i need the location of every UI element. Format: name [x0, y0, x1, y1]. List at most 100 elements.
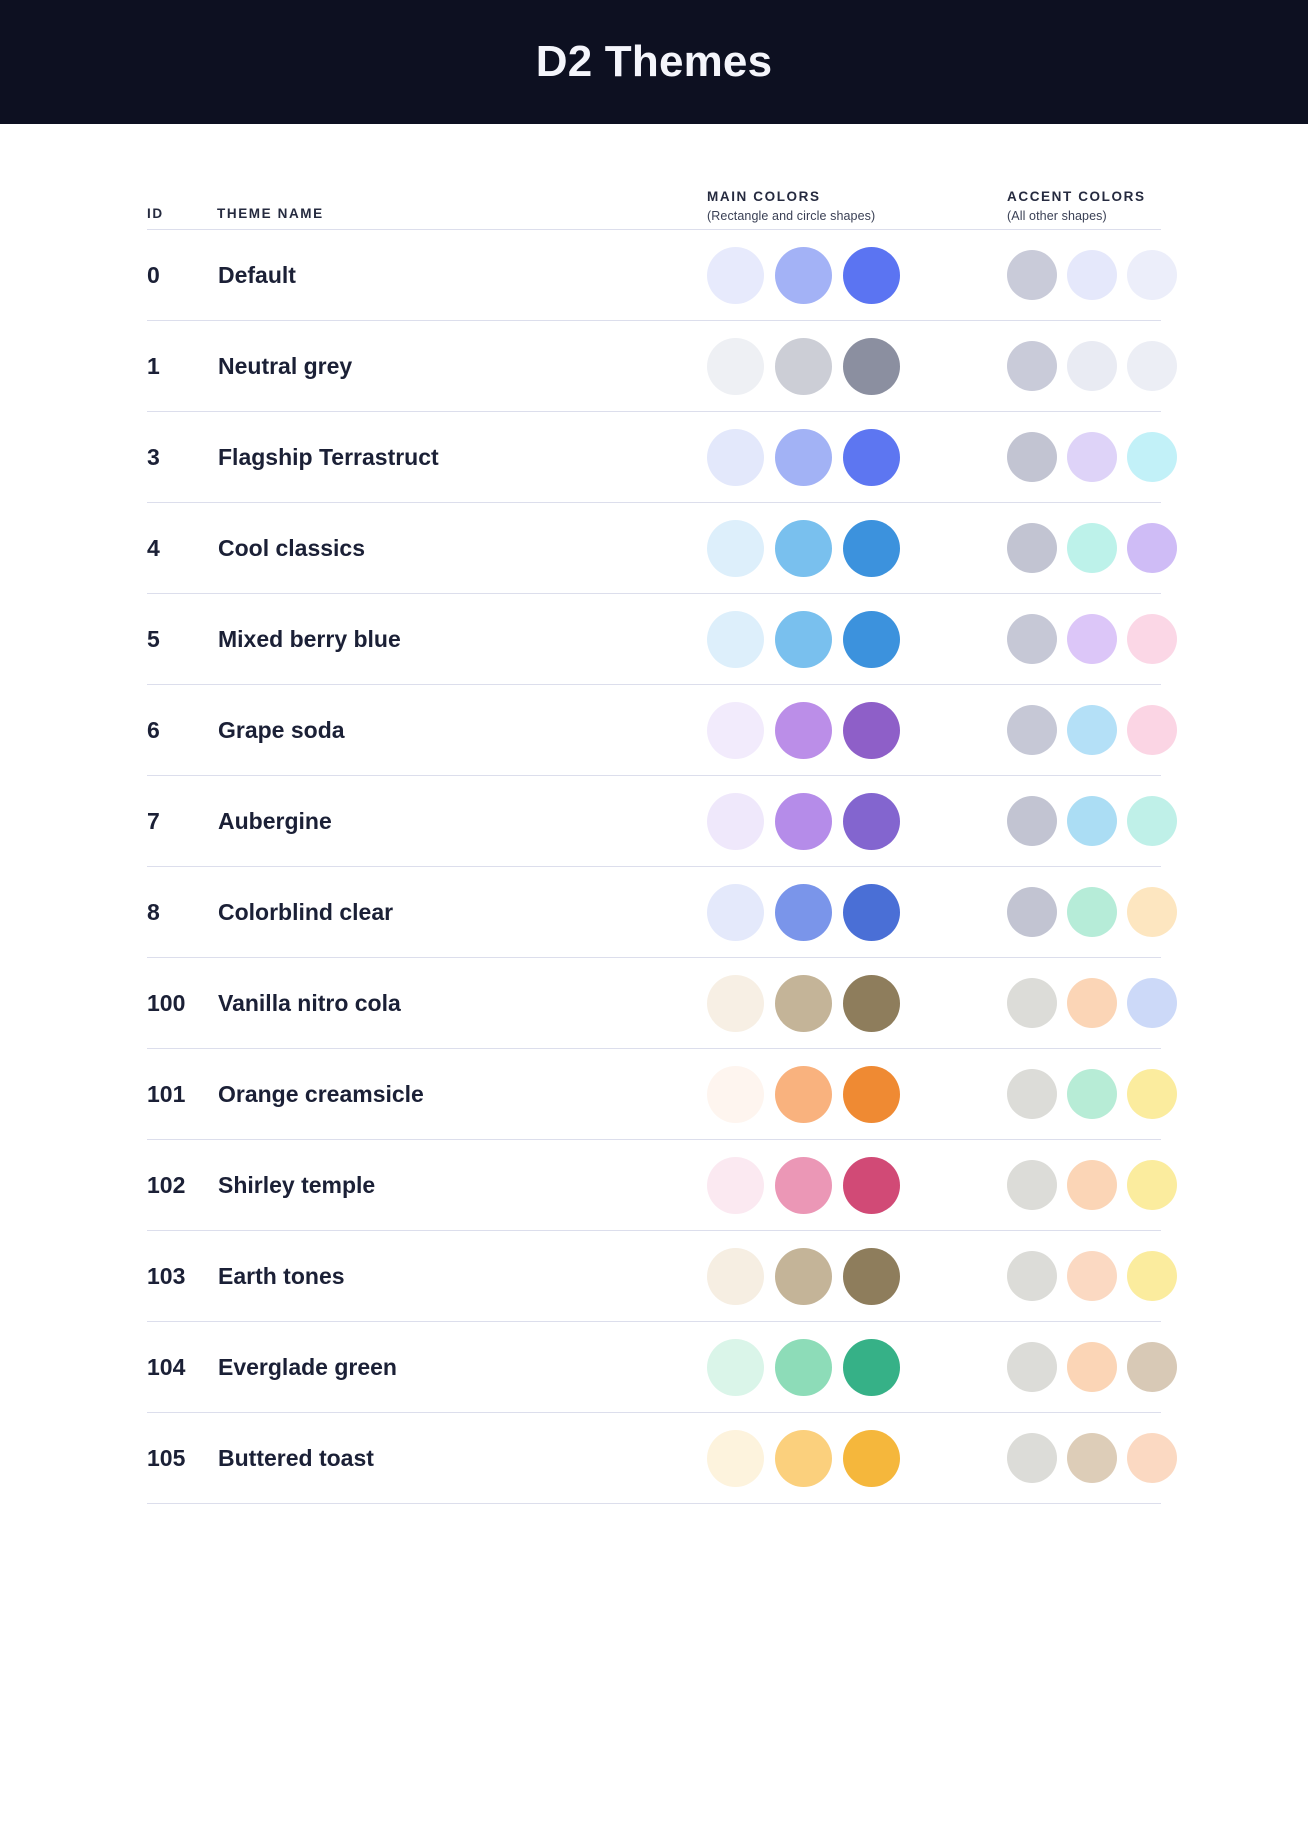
main-colors-cell	[707, 246, 1007, 304]
theme-name: Cool classics	[218, 534, 366, 561]
accent-color-swatch-1	[1007, 1433, 1057, 1483]
accent-color-swatches	[1007, 341, 1177, 391]
main-colors-cell	[707, 428, 1007, 486]
accent-color-swatch-1	[1007, 1342, 1057, 1392]
main-color-swatch-2	[775, 792, 832, 850]
theme-name: Vanilla nitro cola	[218, 989, 401, 1016]
theme-name: Shirley temple	[218, 1171, 376, 1198]
main-color-swatch-2	[775, 337, 832, 395]
theme-name: Colorblind clear	[218, 898, 394, 925]
accent-colors-cell	[1007, 1251, 1177, 1301]
main-color-swatches	[707, 1338, 1007, 1396]
table-header-row: ID THEME NAME MAIN COLORS (Rectangle and…	[147, 174, 1161, 230]
table-row[interactable]: 100 Vanilla nitro cola	[147, 958, 1177, 1049]
accent-color-swatch-2	[1067, 1160, 1117, 1210]
column-header-accent-colors-sublabel: (All other shapes)	[1007, 209, 1107, 223]
accent-color-swatch-3	[1127, 1433, 1177, 1483]
accent-color-swatch-3	[1127, 432, 1177, 482]
main-color-swatch-3	[843, 1429, 900, 1487]
main-color-swatch-1	[707, 883, 764, 941]
accent-color-swatch-3	[1127, 705, 1177, 755]
table-row[interactable]: 102 Shirley temple	[147, 1140, 1177, 1231]
table-row[interactable]: 103 Earth tones	[147, 1231, 1177, 1322]
main-color-swatch-3	[843, 792, 900, 850]
table-row[interactable]: 7 Aubergine	[147, 776, 1177, 867]
main-color-swatch-2	[775, 610, 832, 668]
accent-color-swatch-2	[1067, 250, 1117, 300]
main-colors-cell	[707, 1429, 1007, 1487]
main-color-swatch-3	[843, 883, 900, 941]
main-color-swatch-3	[843, 701, 900, 759]
accent-color-swatch-1	[1007, 705, 1057, 755]
theme-id: 0	[147, 261, 160, 288]
main-color-swatch-1	[707, 1429, 764, 1487]
table-row[interactable]: 104 Everglade green	[147, 1322, 1177, 1413]
main-color-swatches	[707, 1065, 1007, 1123]
theme-id: 6	[147, 716, 160, 743]
table-row[interactable]: 5 Mixed berry blue	[147, 594, 1177, 685]
main-color-swatches	[707, 610, 1007, 668]
accent-color-swatch-1	[1007, 432, 1057, 482]
accent-color-swatch-3	[1127, 341, 1177, 391]
accent-color-swatch-1	[1007, 614, 1057, 664]
theme-name: Mixed berry blue	[218, 625, 401, 652]
main-color-swatch-3	[843, 337, 900, 395]
theme-name: Neutral grey	[218, 352, 353, 379]
accent-color-swatch-2	[1067, 705, 1117, 755]
main-colors-cell	[707, 792, 1007, 850]
accent-color-swatch-3	[1127, 523, 1177, 573]
theme-name: Grape soda	[218, 716, 345, 743]
main-color-swatch-2	[775, 519, 832, 577]
main-color-swatch-1	[707, 1065, 764, 1123]
main-color-swatch-1	[707, 428, 764, 486]
accent-color-swatch-2	[1067, 1433, 1117, 1483]
main-color-swatch-1	[707, 1156, 764, 1214]
accent-colors-cell	[1007, 887, 1177, 937]
main-color-swatches	[707, 701, 1007, 759]
accent-color-swatches	[1007, 1160, 1177, 1210]
theme-id: 100	[147, 989, 186, 1016]
main-color-swatches	[707, 246, 1007, 304]
table-row[interactable]: 3 Flagship Terrastruct	[147, 412, 1177, 503]
column-header-id: ID	[147, 206, 164, 221]
theme-name: Default	[218, 261, 296, 288]
accent-color-swatches	[1007, 978, 1177, 1028]
table-row[interactable]: 1 Neutral grey	[147, 321, 1177, 412]
table-row[interactable]: 8 Colorblind clear	[147, 867, 1177, 958]
accent-color-swatches	[1007, 432, 1177, 482]
main-color-swatch-2	[775, 428, 832, 486]
table-row[interactable]: 6 Grape soda	[147, 685, 1177, 776]
main-color-swatches	[707, 428, 1007, 486]
main-color-swatch-3	[843, 428, 900, 486]
accent-color-swatch-1	[1007, 1069, 1057, 1119]
table-row[interactable]: 105 Buttered toast	[147, 1413, 1177, 1504]
accent-color-swatches	[1007, 1069, 1177, 1119]
main-color-swatch-3	[843, 610, 900, 668]
table-row[interactable]: 4 Cool classics	[147, 503, 1177, 594]
table-row[interactable]: 0 Default	[147, 230, 1177, 321]
main-color-swatch-2	[775, 1338, 832, 1396]
page-title: D2 Themes	[535, 37, 773, 86]
accent-colors-cell	[1007, 1342, 1177, 1392]
main-color-swatch-2	[775, 701, 832, 759]
main-color-swatch-3	[843, 1065, 900, 1123]
main-color-swatch-2	[775, 1156, 832, 1214]
accent-color-swatch-3	[1127, 887, 1177, 937]
main-color-swatches	[707, 1429, 1007, 1487]
accent-color-swatch-2	[1067, 796, 1117, 846]
theme-name: Everglade green	[218, 1353, 397, 1380]
column-header-main-colors-sublabel: (Rectangle and circle shapes)	[707, 209, 876, 223]
accent-color-swatches	[1007, 1251, 1177, 1301]
main-color-swatch-1	[707, 701, 764, 759]
accent-colors-cell	[1007, 705, 1177, 755]
accent-color-swatch-2	[1067, 523, 1117, 573]
accent-color-swatch-1	[1007, 1251, 1057, 1301]
table-row[interactable]: 101 Orange creamsicle	[147, 1049, 1177, 1140]
main-color-swatch-3	[843, 1156, 900, 1214]
main-color-swatch-1	[707, 792, 764, 850]
accent-color-swatch-2	[1067, 1342, 1117, 1392]
theme-id: 4	[147, 534, 160, 561]
accent-color-swatches	[1007, 705, 1177, 755]
accent-color-swatches	[1007, 1433, 1177, 1483]
accent-color-swatch-2	[1067, 887, 1117, 937]
